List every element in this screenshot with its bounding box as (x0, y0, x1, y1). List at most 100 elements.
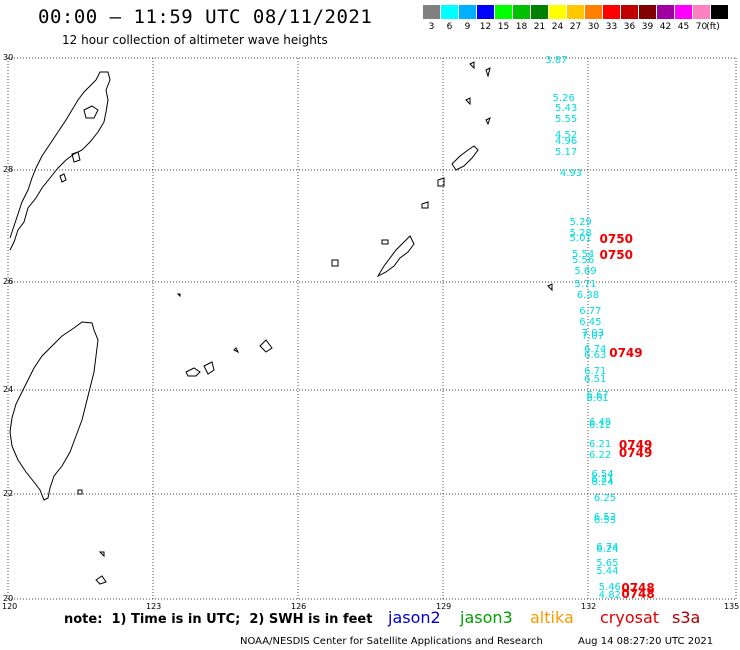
wave-height-label: 6.24 (596, 544, 619, 556)
wave-height-label: 6.74 (596, 541, 619, 553)
pass-time-label: 0749 (618, 437, 653, 452)
wave-height-label: 3.87 (545, 54, 568, 66)
legend-swatch (531, 5, 548, 19)
wave-height-label: 6.48 (588, 417, 612, 429)
wave-height-label: 6.77 (579, 306, 602, 318)
legend-label: 27 (569, 22, 582, 32)
legend-label: 39 (641, 22, 654, 32)
wave-height-label: 6.24 (591, 476, 614, 488)
wave-height-label: 5.28 (569, 227, 592, 239)
legend-swatch (423, 5, 440, 19)
wave-height-label: 5.69 (574, 265, 597, 277)
wave-height-label: 5.43 (554, 103, 578, 115)
pass-time-label: 0749 (609, 345, 643, 360)
wave-height-label: 6.12 (588, 419, 612, 431)
wave-height-label: 5.44 (596, 565, 619, 577)
legend-label: 6 (446, 22, 453, 32)
wave-height-label: 4.93 (559, 168, 583, 180)
pass-time-label: 0750 (599, 248, 633, 263)
wave-height-label: 5.29 (569, 217, 592, 228)
pass-time-label: 0750 (599, 232, 633, 247)
satellite-altika: altika (530, 608, 574, 627)
wave-height-label: 5.46 (598, 582, 621, 594)
legend-label: 15 (497, 22, 510, 32)
wave-height-label: 6.25 (593, 492, 617, 504)
legend-swatch (513, 5, 530, 19)
legend-swatch (441, 5, 458, 19)
wave-height-label: 4.96 (554, 135, 578, 147)
wave-height-label: 6.45 (579, 317, 602, 329)
legend-label: 21 (533, 22, 546, 32)
legend-swatch (477, 5, 494, 19)
legend-unit: (ft) (706, 22, 720, 32)
satellite-jason3: jason3 (460, 608, 513, 627)
legend-label: 3 (428, 22, 435, 32)
lat-tick: 20 (3, 594, 14, 603)
lat-tick: 30 (3, 53, 14, 62)
lon-tick: 123 (146, 602, 162, 611)
legend-swatch (639, 5, 656, 19)
generated-timestamp: Aug 14 08:27:20 UTC 2021 (578, 636, 714, 647)
wave-height-label: 6.22 (588, 449, 612, 461)
wave-height-label: 5.55 (554, 114, 578, 126)
legend-label: 33 (605, 22, 618, 32)
wave-height-label: 5.01 (569, 233, 592, 245)
wave-height-label: 6.52 (593, 511, 617, 523)
lon-tick: 126 (291, 602, 307, 611)
legend-swatch (585, 5, 602, 19)
wave-height-label: 6.51 (584, 373, 607, 385)
wave-height-label: 7.03 (581, 327, 604, 339)
wave-height-label: 6.54 (591, 468, 614, 480)
page-subtitle: 12 hour collection of altimeter wave hei… (62, 33, 328, 47)
lat-tick: 24 (3, 385, 14, 394)
wave-height-label: 6.74 (584, 344, 607, 356)
legend-swatch (675, 5, 692, 19)
pass-time-label: 0748 (621, 586, 655, 601)
legend-swatch (459, 5, 476, 19)
legend-swatch (711, 5, 728, 19)
legend-swatch (567, 5, 584, 19)
legend-swatch (549, 5, 566, 19)
legend-label: 12 (479, 22, 492, 32)
satellite-jason2: jason2 (388, 608, 441, 627)
legend-label: 42 (659, 22, 672, 32)
lat-tick: 22 (3, 489, 14, 498)
lon-tick: 132 (581, 602, 597, 611)
satellite-s3a: s3a (672, 608, 701, 627)
lon-tick: 135 (724, 602, 740, 611)
wave-height-label: 6.53 (593, 514, 617, 526)
footer-note: note: 1) Time is in UTC; 2) SWH is in fe… (64, 612, 373, 627)
pass-time-label: 0748 (621, 581, 655, 596)
legend-swatch (693, 5, 710, 19)
wave-height-label: 7.07 (581, 330, 604, 342)
satellite-cryosat: cryosat (600, 608, 660, 627)
legend-label: 18 (515, 22, 528, 32)
legend-label: 45 (677, 22, 690, 32)
wave-height-label: 6.61 (586, 392, 609, 404)
wave-height-label: 4.82 (598, 590, 621, 602)
wave-height-label: 6.21 (591, 473, 614, 485)
lon-tick: 129 (436, 602, 452, 611)
wave-height-label: 6.38 (576, 290, 600, 302)
legend-swatch (657, 5, 674, 19)
lat-tick: 26 (3, 277, 14, 286)
wave-height-label: 5.17 (554, 146, 578, 158)
legend-label: 70 (695, 22, 708, 32)
lat-lon-grid (7, 57, 737, 600)
legend-label: 9 (464, 22, 471, 32)
page-title: 00:00 – 11:59 UTC 08/11/2021 (38, 6, 373, 28)
wave-height-label: 5.54 (571, 249, 595, 261)
wave-height-label: 5.26 (552, 92, 575, 104)
credit-text: NOAA/NESDIS Center for Satellite Applica… (240, 636, 543, 647)
lat-tick: 28 (3, 165, 14, 174)
wave-height-label: 5.65 (596, 557, 619, 569)
legend-label: 36 (623, 22, 636, 32)
wave-height-label: 6.63 (584, 349, 607, 361)
wave-height-label: 6.67 (586, 390, 609, 402)
legend-label: 30 (587, 22, 600, 32)
legend-swatch (603, 5, 620, 19)
wave-height-label: 6.71 (584, 365, 607, 377)
coastline (9, 61, 553, 585)
wave-height-label: 6.21 (588, 438, 612, 450)
